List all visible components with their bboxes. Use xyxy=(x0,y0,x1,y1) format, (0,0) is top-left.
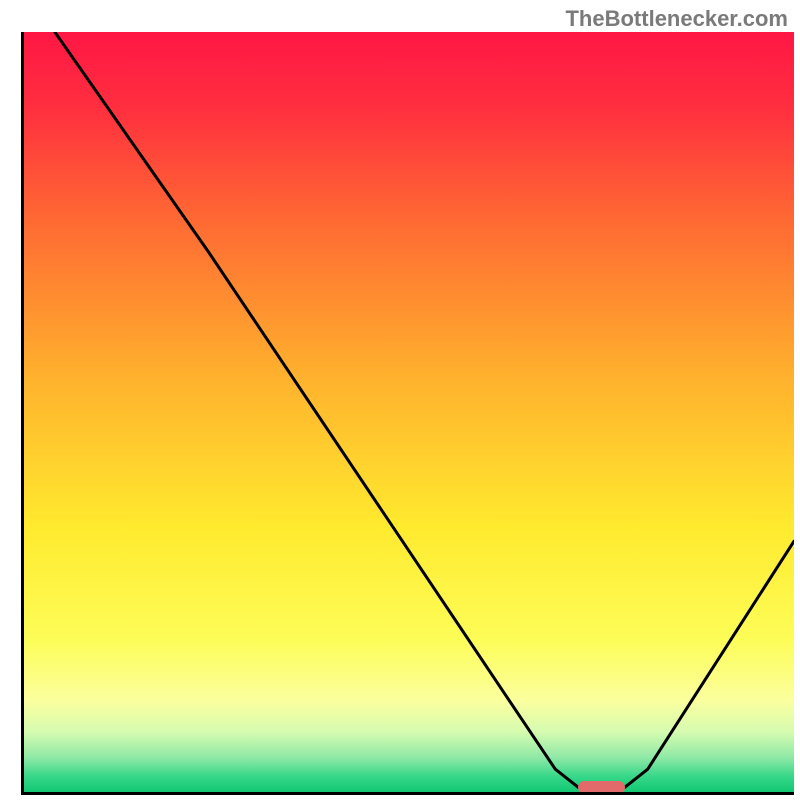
bottleneck-curve xyxy=(55,32,794,787)
chart-container: TheBottlenecker.com xyxy=(0,0,800,800)
watermark-label: TheBottlenecker.com xyxy=(565,6,788,31)
plot-area xyxy=(24,32,794,792)
frame-left xyxy=(21,32,24,795)
curve-layer xyxy=(24,32,794,792)
frame-bottom xyxy=(21,792,794,795)
watermark-text: TheBottlenecker.com xyxy=(565,6,788,32)
